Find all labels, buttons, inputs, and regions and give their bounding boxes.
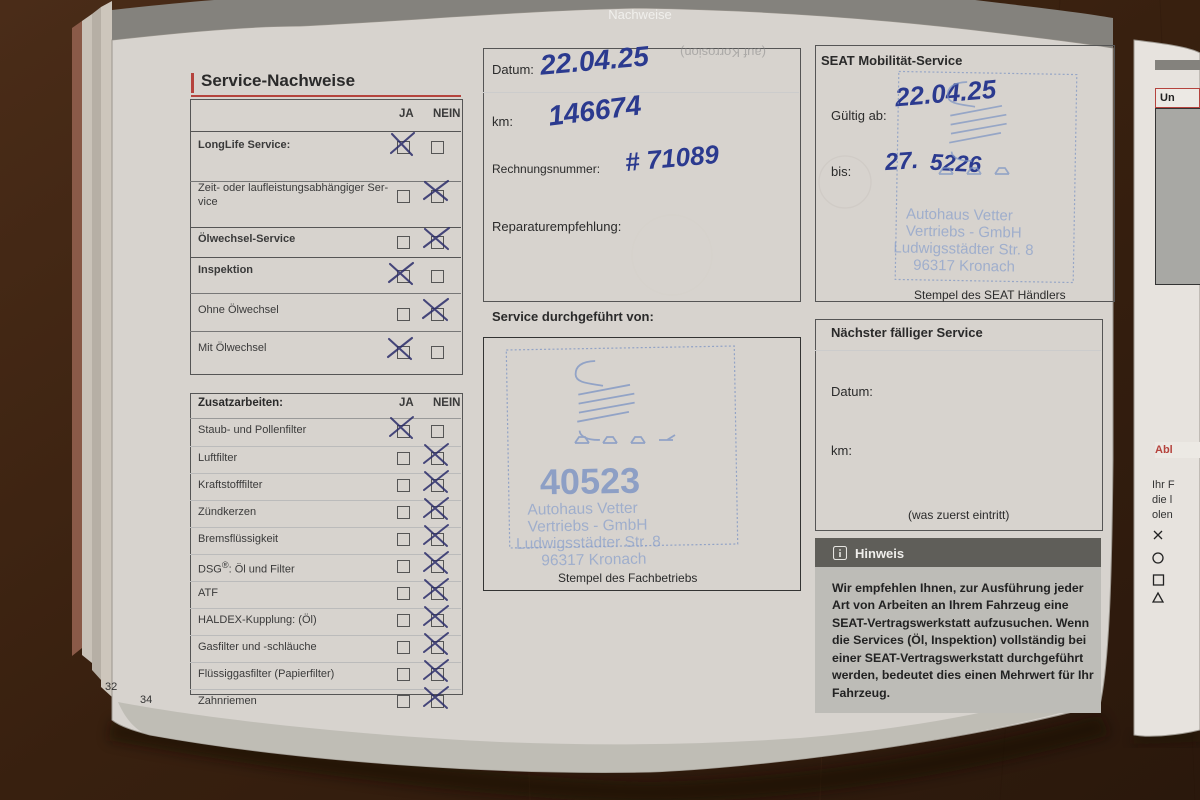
svg-text:32: 32 — [105, 681, 117, 693]
svg-text:34: 34 — [140, 694, 152, 706]
svg-text:Vertriebs - GmbH: Vertriebs - GmbH — [906, 223, 1022, 242]
svg-text:Autohaus Vetter: Autohaus Vetter — [906, 206, 1013, 225]
svg-text:Nachweise: Nachweise — [608, 7, 672, 22]
svg-text:Autohaus Vetter: Autohaus Vetter — [527, 500, 638, 519]
svg-text:Vertriebs - GmbH: Vertriebs - GmbH — [528, 517, 648, 536]
svg-text:96317 Kronach: 96317 Kronach — [913, 257, 1015, 276]
svg-text:40523: 40523 — [540, 460, 641, 503]
svg-text:96317 Kronach: 96317 Kronach — [541, 551, 646, 570]
